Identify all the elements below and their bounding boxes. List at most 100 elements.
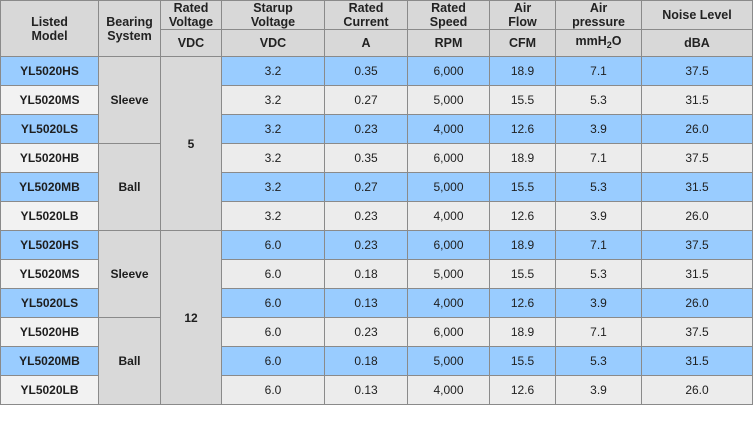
fan-spec-table: Listed Model Bearing System Rated Voltage S… [0,0,753,405]
rated-speed-cell: 6,000 [407,56,490,86]
table-row: YL5020MS 3.2 0.27 5,000 15.5 5.3 31.5 [0,85,753,115]
air-pressure-cell: 5.3 [555,259,642,289]
header-rated-voltage: Rated Voltage [160,0,222,30]
startup-voltage-cell: 3.2 [221,85,325,115]
unit-noise-level: dBA [641,29,753,57]
rated-speed-cell: 6,000 [407,230,490,260]
unit-rated-speed: RPM [407,29,490,57]
model-cell: YL5020MB [0,172,99,202]
noise-level-cell: 37.5 [641,56,753,86]
rated-current-cell: 0.23 [324,230,408,260]
air-pressure-cell: 7.1 [555,143,642,173]
model-cell: YL5020HS [0,56,99,86]
model-cell: YL5020MB [0,346,99,376]
rated-speed-cell: 5,000 [407,172,490,202]
rated-speed-cell: 6,000 [407,143,490,173]
bearing-cell: Ball [98,317,161,405]
startup-voltage-cell: 3.2 [221,56,325,86]
rated-current-cell: 0.13 [324,375,408,405]
noise-level-cell: 31.5 [641,85,753,115]
air-flow-cell: 12.6 [489,288,556,318]
air-flow-cell: 18.9 [489,317,556,347]
startup-voltage-cell: 6.0 [221,346,325,376]
table-header: Listed Model Bearing System Rated Voltage S… [0,0,753,57]
model-cell: YL5020LB [0,201,99,231]
noise-level-cell: 31.5 [641,172,753,202]
noise-level-cell: 26.0 [641,375,753,405]
table-row: YL5020LB 3.2 0.23 4,000 12.6 3.9 26.0 [0,201,753,231]
noise-level-cell: 37.5 [641,230,753,260]
header-rated-current: Rated Current [324,0,408,30]
header-air-flow: Air Flow [489,0,556,30]
rated-speed-cell: 4,000 [407,288,490,318]
startup-voltage-cell: 6.0 [221,230,325,260]
table-body: YL5020HS Sleeve 5 3.2 0.35 6,000 18.9 7.… [0,56,753,405]
air-flow-cell: 15.5 [489,172,556,202]
header-bearing-system: Bearing System [98,0,161,57]
table-row: YL5020HS Sleeve 5 3.2 0.35 6,000 18.9 7.… [0,56,753,231]
model-cell: YL5020HS [0,230,99,260]
rated-speed-cell: 4,000 [407,114,490,144]
unit-rated-current: A [324,29,408,57]
air-flow-cell: 12.6 [489,375,556,405]
air-flow-cell: 12.6 [489,114,556,144]
rated-speed-cell: 5,000 [407,259,490,289]
air-pressure-cell: 3.9 [555,201,642,231]
noise-level-cell: 26.0 [641,288,753,318]
table-row: YL5020HB Ball 3.2 0.35 6,000 18.9 7.1 37… [0,143,753,231]
rated-current-cell: 0.23 [324,317,408,347]
bearing-cell: Ball [98,143,161,231]
air-pressure-cell: 7.1 [555,56,642,86]
rated-speed-cell: 4,000 [407,375,490,405]
air-flow-cell: 18.9 [489,230,556,260]
rated-current-cell: 0.27 [324,172,408,202]
table-row: YL5020LS 3.2 0.23 4,000 12.6 3.9 26.0 [0,114,753,144]
table-row: YL5020HS Sleeve 12 6.0 0.23 6,000 18.9 7… [0,230,753,405]
header-air-pressure: Air pressure [555,0,642,30]
rated-current-cell: 0.35 [324,143,408,173]
unit-air-pressure: mmH2O [555,29,642,57]
rated-speed-cell: 5,000 [407,85,490,115]
header-startup-voltage: Starup Voltage [221,0,325,30]
air-flow-cell: 15.5 [489,346,556,376]
noise-level-cell: 31.5 [641,346,753,376]
rated-voltage-cell: 12 [160,230,222,405]
model-cell: YL5020LS [0,288,99,318]
rated-current-cell: 0.27 [324,85,408,115]
rated-current-cell: 0.23 [324,201,408,231]
startup-voltage-cell: 3.2 [221,172,325,202]
air-pressure-cell: 5.3 [555,346,642,376]
model-cell: YL5020LB [0,375,99,405]
header-noise-level: Noise Level [641,0,753,30]
noise-level-cell: 37.5 [641,143,753,173]
table-row: YL5020LB 6.0 0.13 4,000 12.6 3.9 26.0 [0,375,753,405]
startup-voltage-cell: 6.0 [221,288,325,318]
noise-level-cell: 26.0 [641,201,753,231]
rated-current-cell: 0.23 [324,114,408,144]
startup-voltage-cell: 3.2 [221,201,325,231]
model-cell: YL5020MS [0,85,99,115]
table-row: YL5020MS 6.0 0.18 5,000 15.5 5.3 31.5 [0,259,753,289]
startup-voltage-cell: 3.2 [221,143,325,173]
air-flow-cell: 18.9 [489,143,556,173]
air-pressure-cell: 7.1 [555,317,642,347]
model-cell: YL5020LS [0,114,99,144]
header-listed-model: Listed Model [0,0,99,57]
air-pressure-cell: 7.1 [555,230,642,260]
air-flow-cell: 15.5 [489,259,556,289]
rated-speed-cell: 4,000 [407,201,490,231]
unit-rated-voltage: VDC [160,29,222,57]
air-pressure-cell: 5.3 [555,172,642,202]
table-row: YL5020LS 6.0 0.13 4,000 12.6 3.9 26.0 [0,288,753,318]
model-cell: YL5020MS [0,259,99,289]
air-pressure-cell: 5.3 [555,85,642,115]
header-rated-speed: Rated Speed [407,0,490,30]
air-flow-cell: 18.9 [489,56,556,86]
air-pressure-cell: 3.9 [555,288,642,318]
model-cell: YL5020HB [0,317,99,347]
table-row: YL5020MB 3.2 0.27 5,000 15.5 5.3 31.5 [0,172,753,202]
bearing-cell: Sleeve [98,56,161,144]
startup-voltage-cell: 6.0 [221,259,325,289]
air-flow-cell: 15.5 [489,85,556,115]
rated-voltage-cell: 5 [160,56,222,231]
